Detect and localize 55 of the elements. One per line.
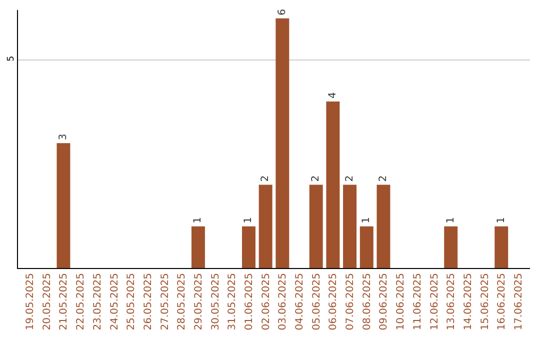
data-label: 6 xyxy=(276,8,288,16)
x-tick-label: 17.06.2025 xyxy=(513,273,524,330)
x-tick-label: 08.06.2025 xyxy=(362,273,373,330)
bar xyxy=(309,184,323,268)
x-tick-label: 29.05.2025 xyxy=(193,273,204,330)
x-tick-label: 30.05.2025 xyxy=(210,273,222,330)
x-tick-label: 14.06.2025 xyxy=(462,273,474,330)
x-tick-label: 27.05.2025 xyxy=(160,273,171,330)
bar xyxy=(326,102,340,268)
x-tick-label: 19.05.2025 xyxy=(25,273,36,330)
x-tick-label: 16.06.2025 xyxy=(496,273,508,330)
data-label: 2 xyxy=(344,175,356,182)
x-tick-label: 21.05.2025 xyxy=(58,273,70,330)
bar xyxy=(258,184,272,268)
x-tick-label: 22.05.2025 xyxy=(76,273,87,330)
data-label: 3 xyxy=(58,134,69,140)
x-tick-label: 28.05.2025 xyxy=(176,273,188,330)
bar xyxy=(242,226,256,268)
x-tick-label: 15.06.2025 xyxy=(480,273,491,330)
y-tick-label: 5 xyxy=(6,56,16,62)
x-tick-label: 03.06.2025 xyxy=(278,273,289,330)
data-label: 2 xyxy=(310,175,322,182)
data-label: 1 xyxy=(445,217,456,224)
x-tick-label: 11.06.2025 xyxy=(412,273,424,330)
data-label: 1 xyxy=(243,217,254,224)
bar xyxy=(360,226,374,268)
bar xyxy=(276,18,290,268)
bar xyxy=(191,226,205,268)
data-label: 1 xyxy=(496,217,507,224)
x-tick-label: 12.06.2025 xyxy=(429,273,440,330)
data-label: 1 xyxy=(361,217,372,224)
x-tick-label: 07.06.2025 xyxy=(345,273,356,330)
x-tick-label: 25.05.2025 xyxy=(126,273,138,330)
x-tick-label: 13.06.2025 xyxy=(446,273,458,330)
bar xyxy=(494,226,508,268)
bar xyxy=(343,184,357,268)
x-tick-label: 26.05.2025 xyxy=(142,273,154,330)
bar xyxy=(376,184,390,268)
data-label: 1 xyxy=(192,217,204,224)
bar xyxy=(56,143,70,268)
x-tick-label: 06.06.2025 xyxy=(328,273,340,330)
x-tick-label: 09.06.2025 xyxy=(378,273,390,330)
x-tick-label: 10.06.2025 xyxy=(396,273,407,330)
data-label: 2 xyxy=(260,175,272,182)
x-tick-label: 23.05.2025 xyxy=(92,273,104,330)
data-label: 2 xyxy=(378,175,389,182)
x-tick-label: 02.06.2025 xyxy=(260,273,272,330)
data-label: 4 xyxy=(327,92,338,99)
x-tick-label: 04.06.2025 xyxy=(294,273,306,330)
x-tick-label: 31.05.2025 xyxy=(227,273,238,330)
x-tick-label: 05.06.2025 xyxy=(311,273,322,330)
bar xyxy=(444,226,458,268)
x-tick-label: 20.05.2025 xyxy=(42,273,53,330)
x-tick-label: 24.05.2025 xyxy=(109,273,120,330)
x-tick-label: 01.06.2025 xyxy=(244,273,255,330)
